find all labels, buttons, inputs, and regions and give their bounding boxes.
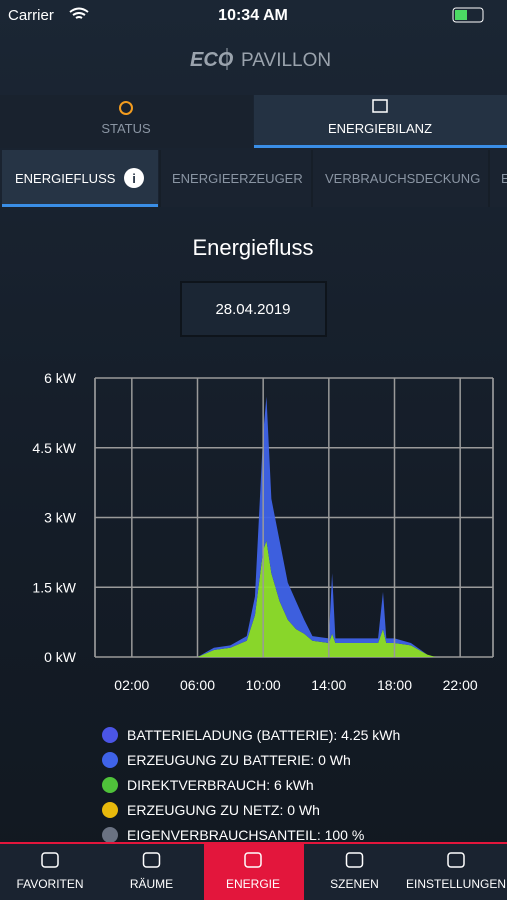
clock: 10:34 AM: [218, 7, 288, 24]
date[interactable]: 28.04.2019: [215, 301, 290, 318]
tab-label[interactable]: STATUS: [101, 121, 151, 136]
subtab-label[interactable]: ENERGIEFLUSS: [15, 171, 116, 186]
y-tick-label: 6 kW: [44, 370, 77, 386]
legend-swatch: [102, 802, 118, 818]
nav-active[interactable]: [204, 843, 304, 900]
legend-swatch: [102, 827, 118, 843]
info-icon[interactable]: [124, 168, 144, 188]
x-tick-label: 10:00: [246, 677, 281, 693]
logo: ECO: [190, 49, 234, 71]
battery-icon: [452, 7, 484, 23]
nav-icon: [142, 852, 161, 868]
x-tick-label: 18:00: [377, 677, 412, 693]
y-tick-label: 3 kW: [44, 510, 77, 526]
x-tick-label: 22:00: [443, 677, 478, 693]
carrier: Carrier: [8, 7, 54, 24]
nav: FAVORITEN RÄUME ENERGIE SZENEN EINSTELLUNGEN: [16, 852, 506, 891]
subtab-label[interactable]: VERBRAUCHSDECKUNG: [325, 171, 480, 186]
energy-icon: [372, 99, 388, 113]
legend-label: BATTERIELADUNG (BATTERIE): 4.25 kWh: [127, 727, 400, 743]
nav-icon: [447, 852, 465, 868]
area: [197, 540, 436, 657]
legend-label: EIGENVERBRAUCHSANTEIL: 100 %: [127, 827, 364, 843]
nav-icon: [41, 852, 59, 868]
legend-swatch: [102, 727, 118, 743]
legend-label: ERZEUGUNG ZU BATTERIE: 0 Wh: [127, 752, 351, 768]
nav-label[interactable]: SZENEN: [330, 877, 379, 891]
info-glyph: i: [132, 171, 136, 186]
y-tick-label: 4.5 kW: [32, 440, 76, 456]
nav-icon: [244, 852, 262, 868]
nav-label[interactable]: ENERGIE: [226, 877, 280, 891]
legend-swatch: [102, 752, 118, 768]
legend-label: DIREKTVERBRAUCH: 6 kWh: [127, 777, 314, 793]
area: [197, 396, 436, 657]
tab-bg[interactable]: [0, 95, 253, 148]
nav-label[interactable]: RÄUME: [130, 877, 173, 891]
tab-bg-active[interactable]: [254, 95, 507, 148]
chart-title: Energiefluss: [192, 235, 313, 260]
x-tick-label: 02:00: [114, 677, 149, 693]
nav-label[interactable]: EINSTELLUNGEN: [406, 877, 506, 891]
legend-label: ERZEUGUNG ZU NETZ: 0 Wh: [127, 802, 320, 818]
x-tick-label: 06:00: [180, 677, 215, 693]
legend-swatch: [102, 777, 118, 793]
subtab-label[interactable]: ENERGIEERZEUGER: [172, 171, 303, 186]
subtab-label[interactable]: E: [501, 171, 507, 186]
x-tick-label: 14:00: [311, 677, 346, 693]
chart: 0 kW 1.5 kW 3 kW 4.5 kW 6 kW 02:00 06:00 10:00 1…: [32, 370, 494, 693]
legend: BATTERIELADUNG (BATTERIE): 4.25 kWh ERZEU…: [102, 727, 400, 843]
y-tick-label: 1.5 kW: [32, 579, 76, 595]
battery-level: [455, 10, 467, 20]
y-tick-label: 0 kW: [44, 649, 77, 665]
status-icon: [119, 101, 133, 115]
nav-label[interactable]: FAVORITEN: [16, 877, 83, 891]
header-title: PAVILLON: [241, 50, 331, 71]
nav-icon: [345, 852, 364, 868]
tab-indicator: [254, 145, 507, 148]
wifi-icon: [69, 7, 89, 19]
subtab-indicator: [2, 204, 158, 207]
tab-label[interactable]: ENERGIEBILANZ: [328, 121, 432, 136]
date-picker[interactable]: [180, 281, 327, 337]
